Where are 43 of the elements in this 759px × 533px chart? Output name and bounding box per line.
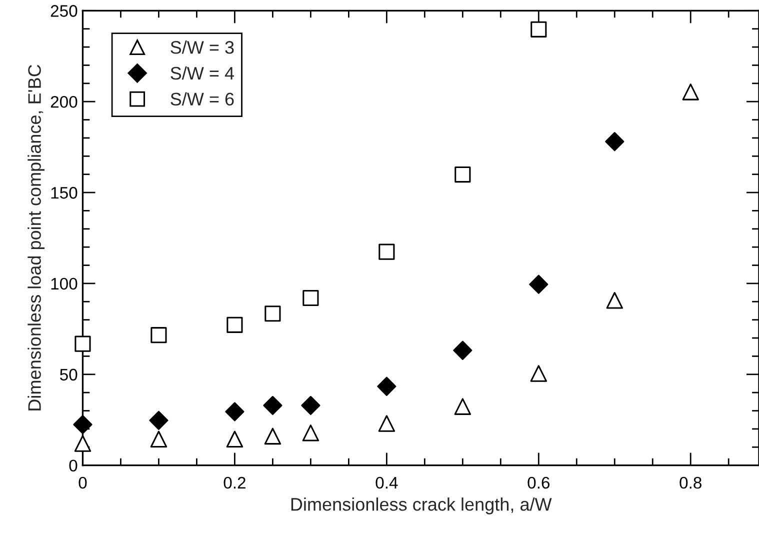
point	[302, 290, 319, 306]
point	[74, 435, 92, 452]
point	[606, 292, 623, 309]
point	[378, 415, 396, 432]
point	[605, 132, 624, 152]
y-tick-label: 250	[50, 5, 78, 17]
y-tick-label: 100	[51, 278, 78, 290]
point	[301, 396, 320, 416]
point	[225, 402, 244, 422]
point	[149, 410, 168, 430]
y-axis-title: Dimensionless load point compliance, E'BC	[28, 64, 45, 410]
point	[73, 415, 92, 434]
x-tick-label: 0.8	[680, 476, 702, 489]
point	[264, 306, 281, 322]
x-tick-label: 0.6	[528, 476, 550, 489]
point	[378, 244, 395, 260]
point	[530, 21, 547, 38]
y-tick-label: 200	[50, 96, 78, 108]
x-axis-title: Dimensionless crack length, a/W	[291, 498, 552, 514]
point	[454, 166, 471, 183]
point	[530, 365, 548, 382]
y-tick-label: 0	[69, 460, 78, 472]
legend-label: S/W = 3	[170, 40, 234, 54]
y-tick-label: 50	[60, 368, 78, 381]
point	[226, 430, 244, 448]
point	[226, 316, 243, 333]
x-tick-label: 0.4	[376, 476, 398, 489]
point	[377, 376, 396, 396]
point	[74, 336, 91, 352]
point	[264, 428, 282, 445]
point	[529, 274, 548, 294]
point	[150, 430, 168, 448]
point	[263, 396, 282, 416]
point	[682, 84, 699, 100]
point	[453, 340, 472, 360]
x-tick-label: 0	[78, 476, 87, 489]
x-tick-label: 0.2	[224, 476, 246, 489]
point	[150, 327, 167, 344]
y-tick-label: 150	[51, 186, 78, 199]
point	[454, 398, 472, 415]
legend-label: S/W = 4	[170, 66, 234, 80]
point	[302, 424, 320, 442]
legend-label: S/W = 6	[170, 92, 234, 106]
